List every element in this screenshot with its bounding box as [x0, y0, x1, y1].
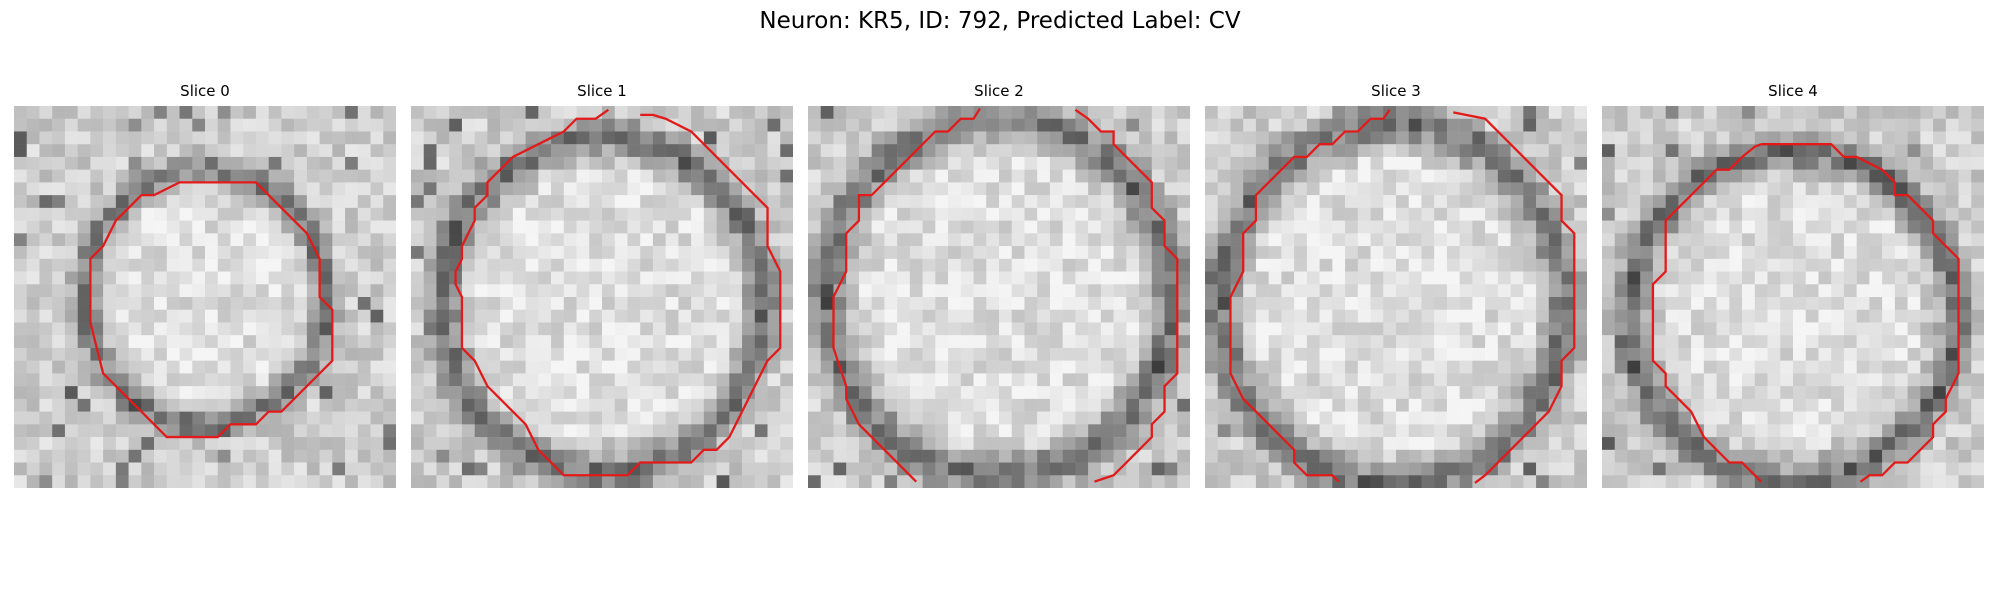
- segmentation-contour-4: [1761, 143, 1960, 483]
- slice-title-3: Slice 3: [1371, 82, 1421, 100]
- slice-panel-4: Slice 4: [1602, 82, 1984, 488]
- segmentation-contour-2b: [1074, 108, 1179, 483]
- slice-panel-3: Slice 3: [1205, 82, 1587, 488]
- slice-image-1: [411, 106, 793, 488]
- slice-panel-2: Slice 2: [808, 82, 1190, 488]
- slice-image-3: [1205, 106, 1587, 488]
- slice-title-4: Slice 4: [1768, 82, 1818, 100]
- segmentation-contour-3: [1229, 109, 1391, 483]
- slice-image-4: [1602, 106, 1984, 488]
- slice-panel-1: Slice 1: [411, 82, 793, 488]
- segmentation-contour-0: [89, 181, 334, 439]
- segmentation-contour-4b: [1651, 143, 1762, 483]
- segmentation-contour-2: [832, 107, 981, 483]
- figure-title: Neuron: KR5, ID: 792, Predicted Label: C…: [759, 8, 1241, 34]
- slice-image-2: [808, 106, 1190, 488]
- segmentation-contour-3b: [1453, 111, 1576, 484]
- segmentation-contour-1: [454, 108, 782, 477]
- slice-title-2: Slice 2: [974, 82, 1024, 100]
- slice-image-0: [14, 106, 396, 488]
- slice-title-0: Slice 0: [180, 82, 230, 100]
- slice-panel-0: Slice 0: [14, 82, 396, 488]
- slice-title-1: Slice 1: [577, 82, 627, 100]
